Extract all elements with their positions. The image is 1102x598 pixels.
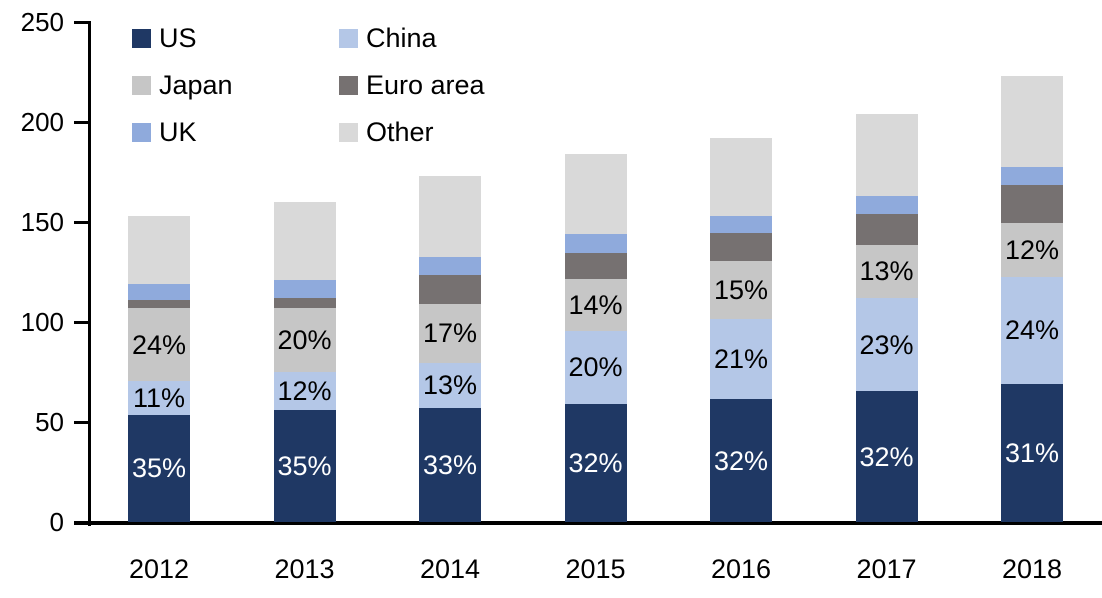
bar-segment-label-2018-japan: 12% [1004,235,1060,265]
legend-swatch-uk [132,123,151,142]
bar-segment-2015-china [564,330,627,405]
bar-segment-label-2018-us: 31% [1004,437,1060,468]
bar-segment-label-2016-china: 21% [713,343,769,374]
bar-segment-label-2012-china: 11% [132,383,186,413]
bar-segment-2015-uk [564,234,627,253]
bar-segment-label-2015-japan: 14% [568,289,623,320]
bar-segment-2018-euro-area [1001,185,1063,224]
legend-label-euro-area: Euro area [366,70,485,100]
x-tick-label-2016: 2016 [710,554,772,584]
y-tick-label: 250 [20,7,64,37]
bar-segment-2013-uk [273,280,336,298]
bar-segment-2018-japan [1001,223,1063,277]
x-axis-line [74,521,1102,525]
y-tick-label: 50 [35,407,64,437]
y-tick-mark [74,120,88,124]
y-tick-mark [74,420,88,424]
bar-segment-2014-euro-area [419,275,481,304]
y-axis-line [88,21,91,526]
bar-segment-label-2017-china: 23% [859,329,914,360]
bar-segment-2018-other [1001,76,1063,168]
bar-segment-2015-other [564,154,627,234]
bar-segment-2012-other [128,216,190,284]
bar-segment-2017-euro-area [855,213,918,245]
x-tick-label-2013: 2013 [274,554,335,584]
bar-segment-2016-china [710,318,772,400]
bar-segment-2013-us [273,410,336,522]
y-tick-mark [74,220,88,224]
bar-segment-2016-euro-area [710,233,772,261]
y-tick-label: 150 [20,207,64,237]
bar-segment-2012-euro-area [128,299,190,308]
bar-segment-2015-us [564,404,627,522]
bar-segment-2014-japan [419,304,481,363]
bar-segment-2014-us [419,407,481,522]
bar-segment-label-2014-japan: 17% [422,318,478,349]
bar-segment-label-2013-japan: 20% [277,324,332,355]
bar-segment-2018-us [1001,383,1063,522]
bar-segment-label-2014-china: 13% [422,370,478,401]
bar-segment-2012-us [128,414,190,522]
bar-segment-2016-uk [710,215,772,233]
legend-label-us: US [159,23,197,53]
bar-segment-2018-uk [1001,167,1063,186]
legend-label-japan: Japan [159,70,233,100]
bar-segment-label-2015-us: 32% [568,448,623,479]
bar-segment-label-2017-us: 32% [859,441,914,472]
bar-segment-2017-us [855,391,918,522]
bar-segment-label-2012-us: 35% [131,453,187,484]
bar-segment-label-2016-japan: 15% [713,274,769,305]
bar-segment-2013-euro-area [273,297,336,308]
bar-segment-2012-china [128,381,190,415]
bar-segment-label-2013-us: 35% [277,451,332,481]
bar-segment-2013-japan [273,307,336,372]
bar-segment-2014-other [419,176,481,258]
bar-segment-2017-uk [855,196,918,214]
legend-swatch-other [339,123,358,142]
bar-segment-label-2012-japan: 24% [131,329,187,360]
bar-segment-label-2014-us: 33% [422,449,478,480]
legend-label-china: China [366,23,437,53]
x-tick-label-2012: 2012 [128,554,190,584]
y-tick-label: 200 [20,107,64,137]
legend-label-other: Other [366,117,434,147]
bar-segment-label-2015-china: 20% [568,352,623,383]
bar-segment-2015-euro-area [564,253,627,279]
y-tick-mark [74,320,88,324]
legend-swatch-us [132,29,151,48]
y-tick-mark [74,20,88,24]
bar-segment-2012-japan [128,307,190,382]
legend-swatch-euro-area [339,76,358,95]
bar-segment-2014-china [419,362,481,408]
bar-segment-2016-other [710,138,772,216]
bar-segment-2018-china [1001,276,1063,384]
x-tick-label-2017: 2017 [856,554,917,584]
bar-segment-2012-uk [128,283,190,300]
y-tick-label: 0 [49,507,64,537]
bar-segment-label-2016-us: 32% [713,445,769,476]
y-tick-label: 100 [20,307,64,337]
y-tick-mark [74,520,88,524]
bar-segment-2017-japan [855,244,918,298]
bar-segment-2016-japan [710,261,772,319]
x-tick-label-2015: 2015 [565,554,626,584]
bar-segment-2016-us [710,399,772,522]
bar-segment-label-2013-china: 12% [277,375,332,406]
bar-segment-2013-china [273,371,336,410]
bar-segment-2015-japan [564,279,627,331]
bar-segment-2013-other [273,202,336,280]
bar-segment-label-2018-china: 24% [1004,315,1060,346]
x-tick-label-2018: 2018 [1001,554,1063,584]
bar-segment-2014-uk [419,257,481,276]
legend-swatch-china [339,29,358,48]
x-tick-label-2014: 2014 [419,554,481,584]
bar-segment-label-2017-japan: 13% [859,256,914,287]
legend-swatch-japan [132,76,151,95]
bar-segment-2017-china [855,297,918,392]
legend-label-uk: UK [159,117,197,147]
bar-segment-2017-other [855,114,918,197]
